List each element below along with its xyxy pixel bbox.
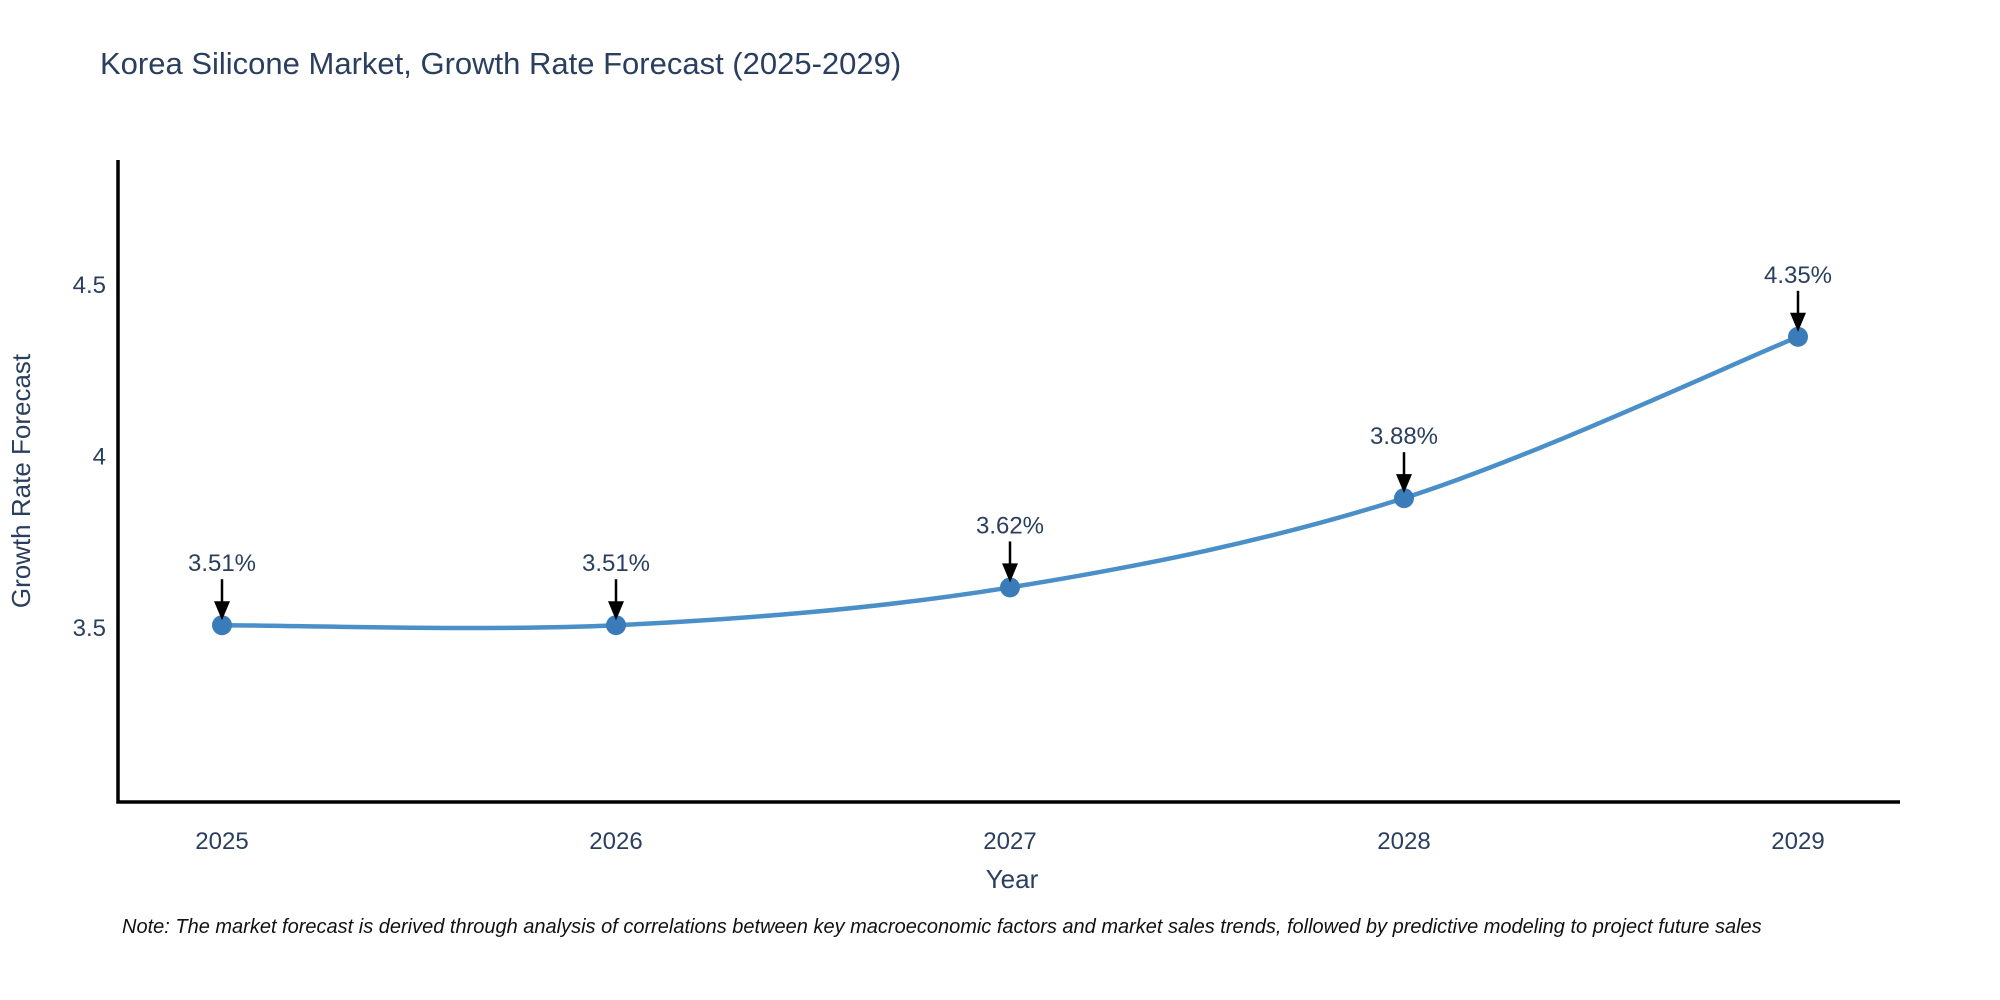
x-tick-label: 2027 (983, 828, 1036, 855)
point-value-label: 3.88% (1370, 423, 1438, 450)
annotation-arrowhead (608, 601, 624, 621)
axis-spines (116, 160, 1900, 804)
point-value-label: 4.35% (1764, 262, 1832, 289)
data-point-2026[interactable] (606, 615, 626, 636)
chart-title: Korea Silicone Market, Growth Rate Forec… (100, 46, 902, 81)
data-point-2025[interactable] (212, 615, 232, 636)
annotation-arrowhead (1396, 474, 1412, 494)
data-point-2029[interactable] (1788, 326, 1808, 347)
chart-footnote: Note: The market forecast is derived thr… (122, 916, 1762, 938)
annotation-arrowhead (1790, 312, 1806, 332)
point-value-label: 3.51% (188, 550, 256, 577)
annotation-arrowhead (1002, 563, 1018, 583)
y-tick-label: 3.5 (73, 615, 106, 642)
x-tick-label: 2028 (1377, 828, 1430, 855)
x-axis-title: Year (986, 864, 1039, 894)
y-tick-label: 4.5 (73, 272, 106, 299)
point-value-label: 3.51% (582, 550, 650, 577)
data-point-2028[interactable] (1394, 488, 1414, 509)
x-tick-label: 2029 (1771, 828, 1824, 855)
x-tick-label: 2026 (589, 828, 642, 855)
point-value-label: 3.62% (976, 512, 1044, 539)
data-point-2027[interactable] (1000, 577, 1020, 598)
y-axis-title: Growth Rate Forecast (6, 353, 36, 608)
annotation-arrowhead (214, 601, 230, 621)
x-tick-label: 2025 (195, 828, 248, 855)
y-tick-label: 4 (93, 443, 106, 470)
